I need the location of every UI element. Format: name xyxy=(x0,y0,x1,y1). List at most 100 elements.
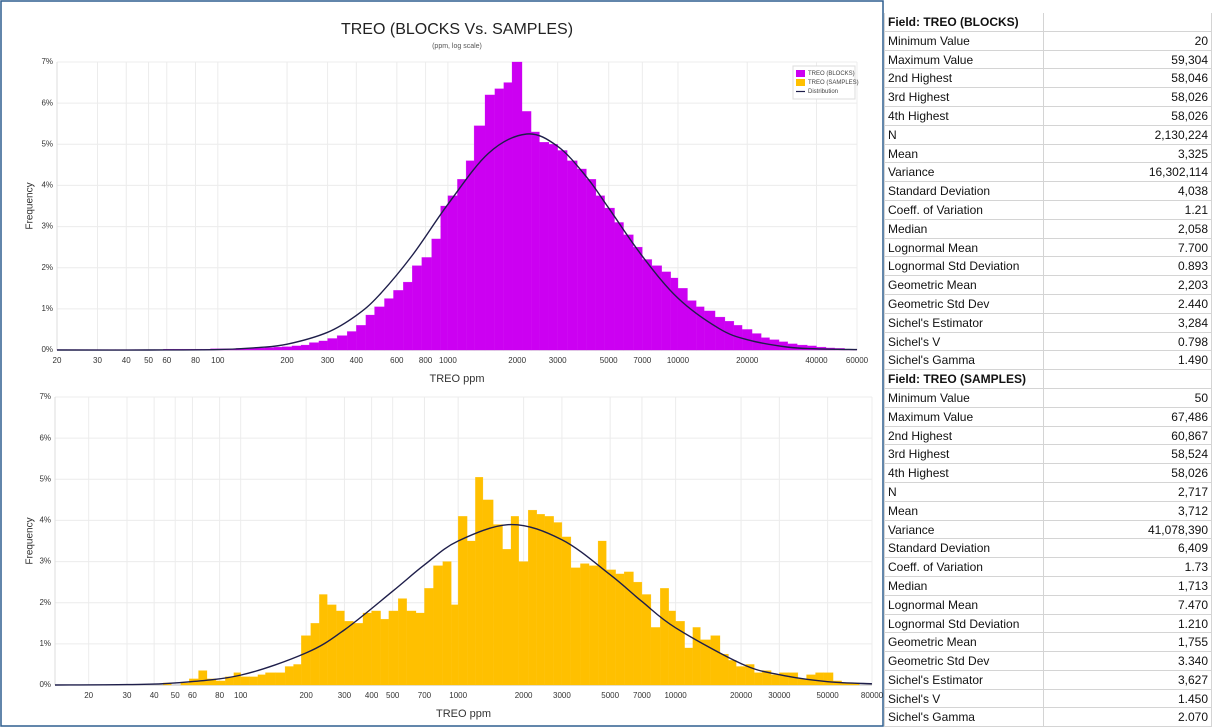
stat-row: N 2,717 xyxy=(884,482,1212,502)
bar xyxy=(397,598,407,686)
stat-value: 2,203 xyxy=(1044,276,1212,294)
bar xyxy=(580,563,590,686)
x-tick-label: 20 xyxy=(53,356,62,365)
x-axis-label: TREO ppm xyxy=(436,708,491,720)
y-axis-label: Frequency xyxy=(25,182,36,229)
stat-row: Standard Deviation 6,409 xyxy=(884,539,1212,559)
stat-row: Sichel's Gamma 2.070 xyxy=(884,708,1212,727)
bar xyxy=(588,565,599,686)
stat-value: 67,486 xyxy=(1044,407,1212,426)
bar xyxy=(447,195,458,351)
bar xyxy=(633,246,643,351)
chart-subtitle: (ppm, log scale) xyxy=(432,43,482,50)
y-tick-label: 3% xyxy=(41,222,53,231)
bar xyxy=(440,205,449,351)
bar xyxy=(371,610,381,686)
stat-value: 2.440 xyxy=(1044,294,1212,313)
x-tick-label: 30 xyxy=(123,691,132,700)
bar xyxy=(327,338,338,351)
stat-value: 2,130,224 xyxy=(1044,125,1212,144)
stat-label: Geometric Mean xyxy=(884,276,1044,294)
bar xyxy=(615,573,625,686)
bar xyxy=(403,281,413,351)
y-tick-label: 4% xyxy=(39,516,51,525)
stat-value: 7.470 xyxy=(1044,595,1212,614)
stat-value: 1.210 xyxy=(1044,614,1212,633)
x-tick-label: 2000 xyxy=(508,356,526,365)
bar xyxy=(710,635,721,686)
x-tick-label: 7000 xyxy=(633,356,651,365)
chart-title: TREO (BLOCKS Vs. SAMPLES) xyxy=(341,21,573,38)
stat-row: Mean 3,325 xyxy=(884,144,1212,164)
stat-value: 7.700 xyxy=(1044,238,1212,257)
stat-row: Variance 41,078,390 xyxy=(884,520,1212,540)
bar xyxy=(451,604,459,686)
bar xyxy=(475,477,484,686)
stat-value: 3,284 xyxy=(1044,313,1212,332)
stat-label: Variance xyxy=(884,520,1044,539)
bar xyxy=(301,635,311,686)
stat-value: 20 xyxy=(1044,31,1212,50)
stat-row: 4th Highest 58,026 xyxy=(884,464,1212,483)
bar xyxy=(754,672,763,686)
stat-label: Standard Deviation xyxy=(884,539,1044,558)
bar xyxy=(353,623,364,686)
stat-label: Sichel's Estimator xyxy=(884,313,1044,332)
bar xyxy=(714,316,726,351)
stat-label: 3rd Highest xyxy=(884,445,1044,464)
stat-row: Lognormal Mean 7.470 xyxy=(884,595,1212,615)
y-tick-label: 2% xyxy=(41,263,53,272)
stat-label: Sichel's V xyxy=(884,332,1044,351)
x-tick-label: 700 xyxy=(418,691,432,700)
x-tick-label: 2000 xyxy=(515,691,533,700)
bar xyxy=(586,179,597,351)
bar xyxy=(494,88,505,351)
stat-row: Minimum Value 20 xyxy=(884,31,1212,51)
x-tick-label: 80 xyxy=(215,691,224,700)
bar xyxy=(412,265,422,351)
stat-label: Coeff. of Variation xyxy=(884,200,1044,219)
stat-row: Standard Deviation 4,038 xyxy=(884,182,1212,201)
bar xyxy=(336,335,348,351)
bar xyxy=(595,195,605,351)
bar xyxy=(692,627,701,686)
bar xyxy=(788,672,799,686)
stat-value: 60,867 xyxy=(1044,426,1212,445)
x-tick-label: 1000 xyxy=(449,691,467,700)
bar xyxy=(719,653,729,686)
stat-label: N xyxy=(884,482,1044,501)
bar xyxy=(215,680,226,686)
y-tick-label: 3% xyxy=(39,557,51,566)
bar xyxy=(695,306,705,351)
stat-label: 4th Highest xyxy=(884,464,1044,482)
x-tick-label: 30 xyxy=(93,356,102,365)
y-tick-label: 7% xyxy=(41,57,53,66)
bar xyxy=(650,627,661,686)
bar xyxy=(597,540,607,686)
bar xyxy=(623,234,634,351)
stat-value: 6,409 xyxy=(1044,539,1212,558)
x-tick-label: 3000 xyxy=(553,691,571,700)
stat-label: Lognormal Std Deviation xyxy=(884,614,1044,633)
section-header-row: Field: TREO (SAMPLES) xyxy=(884,370,1212,389)
x-tick-label: 40000 xyxy=(805,356,828,365)
stat-row: Lognormal Std Deviation 1.210 xyxy=(884,614,1212,634)
bar xyxy=(604,207,615,351)
bar xyxy=(365,314,375,351)
x-tick-label: 60 xyxy=(162,356,171,365)
stat-label: Geometric Std Dev xyxy=(884,294,1044,313)
stat-row: Minimum Value 50 xyxy=(884,388,1212,408)
stat-value: 1.21 xyxy=(1044,200,1212,219)
distribution-line xyxy=(54,523,873,686)
x-tick-label: 600 xyxy=(390,356,404,365)
bar xyxy=(484,94,496,351)
x-tick-label: 40 xyxy=(122,356,131,365)
bar xyxy=(570,567,581,686)
distribution-line xyxy=(56,133,858,351)
stat-row: Sichel's V 0.798 xyxy=(884,332,1212,352)
bar xyxy=(530,131,540,351)
bar xyxy=(823,672,834,686)
x-tick-label: 20000 xyxy=(736,356,759,365)
stat-label: 3rd Highest xyxy=(884,88,1044,106)
stat-value: 58,026 xyxy=(1044,464,1212,482)
